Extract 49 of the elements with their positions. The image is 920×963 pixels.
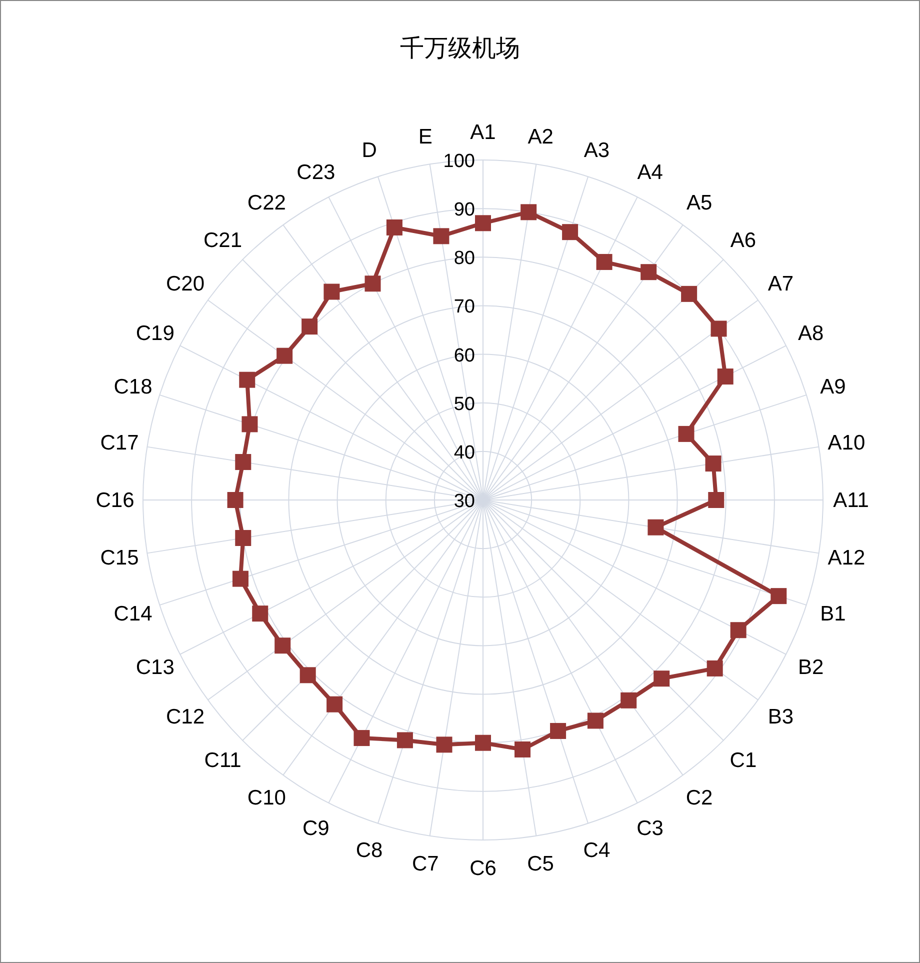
spoke-label: D (362, 139, 377, 162)
spoke-label: A7 (768, 272, 794, 296)
spoke-label: C11 (204, 749, 242, 772)
spoke-label: B1 (820, 602, 846, 626)
y-tick-label: 80 (454, 248, 475, 270)
spoke-label: C17 (100, 431, 139, 454)
spoke-label: C16 (96, 489, 134, 512)
spoke-label: C22 (247, 191, 286, 214)
y-tick-label: 70 (454, 296, 475, 318)
spoke-label: C21 (204, 228, 242, 252)
spoke-label: A4 (637, 161, 664, 184)
spoke-label: C3 (636, 816, 664, 840)
spoke-label: E (418, 126, 432, 149)
y-tick-label: 30 (454, 491, 475, 512)
spoke-label: C1 (730, 749, 757, 772)
y-tick-label: 60 (454, 345, 475, 366)
chart-title: 千万级机场 (400, 35, 520, 62)
spoke-label: C7 (412, 852, 439, 876)
spoke-label: C6 (470, 857, 496, 880)
spoke-label: C13 (136, 656, 174, 680)
spoke-label: C20 (166, 272, 205, 296)
spoke-label: C12 (166, 705, 205, 728)
y-tick-label: 40 (454, 442, 475, 464)
spoke-label: C14 (114, 602, 153, 626)
spoke-label: A8 (798, 322, 824, 345)
spoke-label: A9 (820, 375, 846, 398)
spoke-label: A5 (686, 191, 712, 214)
spoke-label: A1 (470, 121, 496, 144)
spoke-label: C10 (247, 786, 286, 810)
spoke-label: C4 (583, 838, 610, 862)
spoke-label: C9 (302, 816, 330, 840)
spoke-label: C2 (686, 786, 713, 810)
y-tick-label: 90 (454, 200, 475, 221)
spoke-label: C5 (527, 852, 554, 876)
spoke-label: C18 (114, 375, 152, 398)
spoke-label: A3 (584, 139, 610, 162)
spoke-label: C23 (296, 161, 336, 184)
spoke-label: A6 (730, 228, 756, 252)
spoke-label: B2 (798, 656, 824, 680)
spoke-label: A12 (828, 546, 866, 570)
spoke-label: C8 (356, 838, 383, 862)
spoke-label: A2 (528, 126, 554, 149)
spoke-label: C15 (100, 546, 139, 570)
spoke-label: B3 (768, 705, 794, 728)
y-tick-label: 100 (443, 151, 475, 172)
spoke-label: C19 (136, 322, 174, 345)
y-tick-label: 50 (454, 394, 475, 415)
spoke-label: A11 (833, 489, 869, 512)
spoke-label: A10 (828, 431, 866, 454)
